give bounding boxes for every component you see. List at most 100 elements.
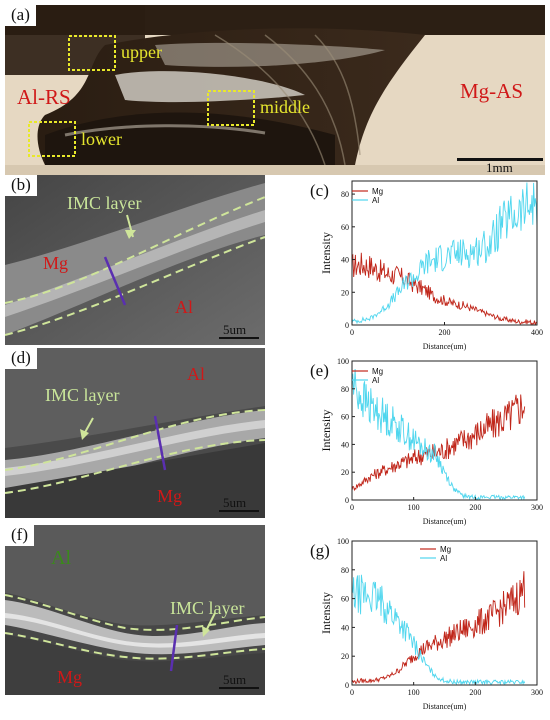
weld-macrograph (5, 5, 545, 175)
y-tick-label: 20 (341, 288, 349, 297)
label-upper: upper (121, 42, 162, 62)
scale-bar-label-f: 5um (223, 672, 247, 687)
x-tick-label: 300 (531, 503, 543, 512)
panel-f-letter: (f) (5, 525, 34, 546)
panel-d-letter: (d) (5, 348, 37, 369)
label-middle: middle (260, 97, 310, 117)
chart-e: 0 100 200 300020406080100Distance(um)Intens… (319, 357, 543, 526)
x-axis-label: Distance(um) (423, 517, 467, 526)
legend-label-mg: Mg (440, 545, 451, 554)
x-tick-label: 0 (350, 503, 354, 512)
upper-box (68, 35, 116, 71)
y-tick-label: 60 (341, 413, 349, 422)
series-line-mg (351, 252, 538, 326)
series-line-mg (351, 394, 526, 492)
series-line-al (351, 182, 538, 325)
series-line-al (351, 368, 526, 501)
x-tick-label: 200 (469, 688, 481, 697)
sem-image-d (5, 348, 265, 518)
scale-bar-label-d: 5um (223, 495, 247, 510)
al-label-b: Al (175, 297, 193, 317)
imc-lower-boundary (5, 236, 265, 336)
sem-image-b (5, 175, 265, 345)
x-tick-label: 100 (408, 503, 420, 512)
legend-label-al: Al (440, 554, 447, 563)
y-tick-label: 40 (341, 440, 349, 449)
line-scan-b (103, 256, 127, 306)
series-line-al (351, 574, 526, 686)
y-tick-label: 80 (341, 385, 349, 394)
imc-lower-boundary (5, 632, 265, 660)
x-tick-label: 0 (350, 328, 354, 337)
y-tick-label: 20 (341, 652, 349, 661)
mg-label-d: Mg (157, 486, 183, 506)
mg-label-f: Mg (57, 667, 83, 687)
series-line-mg (351, 571, 526, 685)
x-tick-label: 100 (408, 688, 420, 697)
y-tick-label: 80 (341, 566, 349, 575)
y-tick-label: 0 (345, 496, 349, 505)
y-tick-label: 60 (341, 223, 349, 232)
x-tick-label: 200 (439, 328, 451, 337)
y-axis-label: Intensity (319, 592, 333, 634)
panel-a: (a) upper middle lower Al-RS Mg-AS 1mm (5, 5, 545, 175)
imc-upper-boundary (5, 594, 265, 631)
y-tick-label: 20 (341, 468, 349, 477)
x-tick-label: 200 (469, 503, 481, 512)
panel-e-letter: (e) (310, 361, 329, 380)
middle-box (207, 90, 255, 126)
x-axis-label: Distance(um) (423, 342, 467, 351)
scale-bar-label-a: 1mm (486, 160, 513, 175)
panel-g: 0 100 200 300 0 20 40 60 80 100 Distance(um) Intens… (300, 535, 545, 715)
y-axis-label: Intensity (319, 410, 333, 452)
panel-c: 0 200 400 0 20 40 60 80 Distance(um) Intensity Mg A… (300, 175, 545, 355)
y-tick-label: 100 (337, 537, 349, 546)
y-axis-label: Intensity (319, 232, 333, 274)
panel-g-letter: (g) (310, 541, 330, 560)
plot-frame (351, 540, 538, 686)
scale-bar-label-b: 5um (223, 322, 247, 337)
line-scan-f (169, 624, 179, 672)
plot-frame (351, 180, 538, 326)
legend-label-al: Al (372, 196, 379, 205)
panel-c-letter: (c) (310, 181, 329, 200)
chart-g: 0 100 200 300020406080100Distance(um)Intens… (319, 537, 543, 711)
y-tick-label: 0 (345, 681, 349, 690)
mg-label-b: Mg (43, 253, 69, 273)
imc-upper-boundary (5, 196, 265, 304)
x-tick-label: 400 (531, 328, 543, 337)
x-axis-label: Distance(um) (423, 702, 467, 711)
lower-box (28, 121, 76, 157)
panel-e: 0 100 200 300 0 20 40 60 80 100 Distance(um) Intens… (300, 355, 545, 530)
label-al-rs: Al-RS (17, 85, 71, 109)
x-tick-label: 300 (531, 688, 543, 697)
imc-lower-boundary (5, 439, 265, 494)
al-label-f: Al (51, 547, 71, 569)
panel-d: (d) IMC layer Al Mg 5um (5, 348, 265, 518)
y-tick-label: 100 (337, 357, 349, 366)
chart-c: 0 200 400 0 20 40 60 80 Distance(um) Intensity MgA… (319, 180, 543, 351)
y-tick-label: 80 (341, 190, 349, 199)
panel-b-letter: (b) (5, 175, 37, 196)
plot-frame (351, 360, 538, 501)
label-lower: lower (81, 129, 122, 149)
y-tick-label: 40 (341, 623, 349, 632)
panel-a-letter: (a) (5, 5, 36, 26)
y-tick-label: 0 (345, 321, 349, 330)
panel-f: (f) Al IMC layer Mg 5um (5, 525, 265, 695)
panel-b: (b) IMC layer Mg Al 5um (5, 175, 265, 345)
al-label-d: Al (187, 364, 205, 384)
legend-label-mg: Mg (372, 187, 383, 196)
legend-label-mg: Mg (372, 367, 383, 376)
line-scan-d (153, 415, 167, 471)
imc-layer-label-d: IMC layer (45, 385, 120, 405)
y-tick-label: 60 (341, 595, 349, 604)
y-tick-label: 40 (341, 256, 349, 265)
sem-image-f (5, 525, 265, 695)
imc-layer-label-f: IMC layer (170, 598, 245, 618)
label-mg-as: Mg-AS (460, 79, 524, 103)
legend-label-al: Al (372, 376, 379, 385)
imc-layer-label-b: IMC layer (67, 193, 142, 213)
imc-upper-boundary (5, 409, 265, 471)
x-tick-label: 0 (350, 688, 354, 697)
